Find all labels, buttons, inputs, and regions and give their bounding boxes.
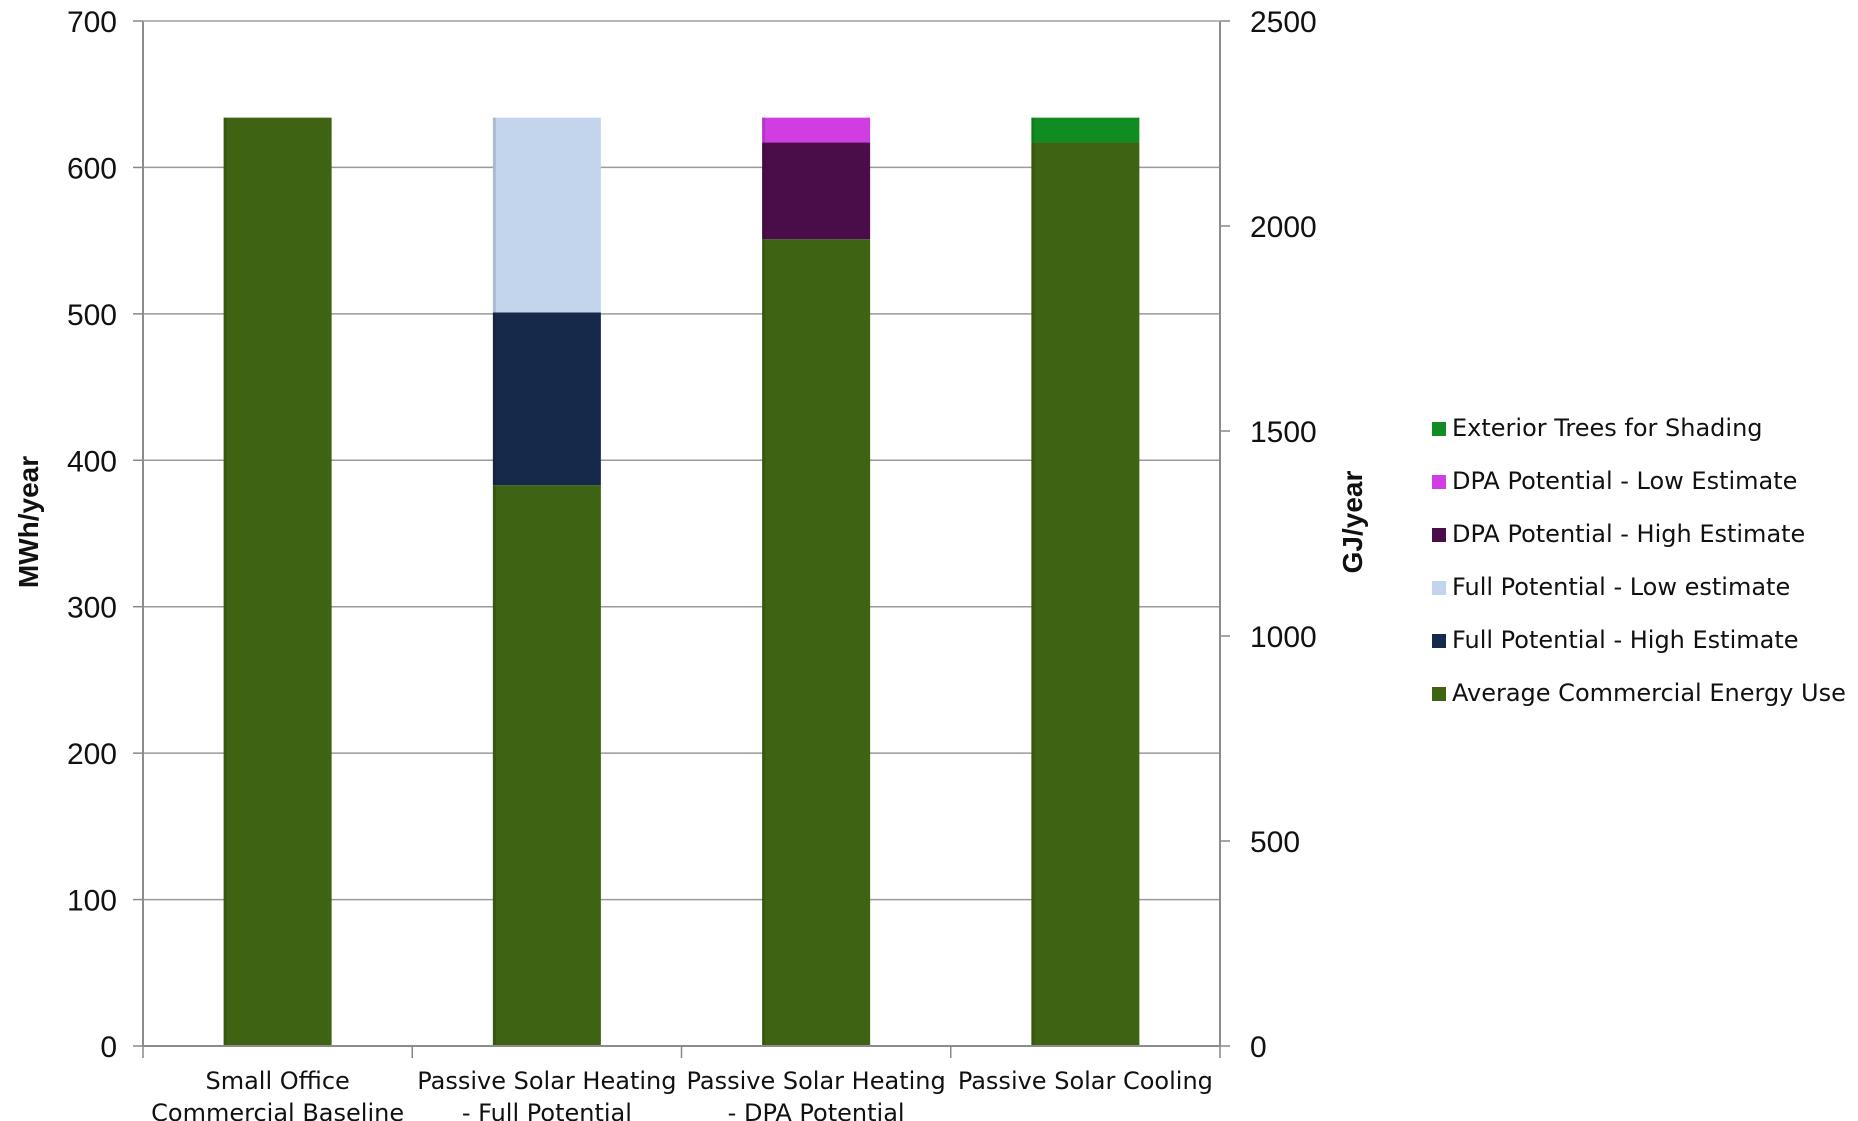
category-label: Passive Solar Heating <box>417 1067 676 1095</box>
left-tick-label: 200 <box>67 738 117 771</box>
bar-segment <box>762 142 871 240</box>
y2-axis-title: GJ/year <box>1337 471 1368 574</box>
left-tick-label: 500 <box>67 299 117 332</box>
axes <box>133 20 1230 1058</box>
right-tick-label: 2500 <box>1250 6 1317 39</box>
legend-label: Average Commercial Energy Use <box>1452 679 1846 707</box>
right-tick-label: 2000 <box>1250 211 1317 244</box>
right-tick-label: 500 <box>1250 826 1300 859</box>
bar-edge-shade <box>223 117 227 1046</box>
bar-segment <box>1031 142 1140 1047</box>
right-axis-ticks: 0 500 1000 1500 2000 2500 <box>1250 6 1317 1064</box>
left-tick-label: 0 <box>100 1031 117 1064</box>
legend-label: DPA Potential - High Estimate <box>1452 520 1805 548</box>
right-tick-label: 0 <box>1250 1031 1267 1064</box>
category-label: Small Office <box>205 1067 349 1095</box>
legend: Exterior Trees for Shading DPA Potential … <box>1432 414 1846 707</box>
bar-edge-shade <box>762 117 766 1046</box>
legend-swatch <box>1432 634 1446 648</box>
legend-swatch <box>1432 528 1446 542</box>
category-label: Passive Solar Heating <box>687 1067 946 1095</box>
bar-segment <box>1031 117 1140 143</box>
legend-label: Full Potential - Low estimate <box>1452 573 1790 601</box>
left-axis-ticks: 0 100 200 300 400 500 600 700 <box>67 6 117 1064</box>
legend-swatch <box>1432 581 1446 595</box>
bar-segment <box>762 117 871 143</box>
legend-swatch <box>1432 475 1446 489</box>
category-labels: Small Office Commercial Baseline Passive S… <box>151 1067 1213 1121</box>
bar-segment <box>492 312 601 486</box>
left-tick-label: 700 <box>67 6 117 39</box>
legend-label: Exterior Trees for Shading <box>1452 414 1763 442</box>
bar-edge-shade <box>1031 117 1035 1046</box>
category-label: - Full Potential <box>462 1099 632 1121</box>
left-tick-label: 400 <box>67 445 117 478</box>
legend-swatch <box>1432 422 1446 436</box>
right-tick-label: 1500 <box>1250 416 1317 449</box>
legend-label: DPA Potential - Low Estimate <box>1452 467 1797 495</box>
category-label: Passive Solar Cooling <box>958 1067 1213 1095</box>
bars <box>223 117 1140 1047</box>
legend-label: Full Potential - High Estimate <box>1452 626 1799 654</box>
bar-segment <box>223 117 332 1046</box>
category-label: Commercial Baseline <box>151 1099 404 1121</box>
bar-segment <box>762 239 871 1046</box>
bar-edge-shade <box>492 117 496 1046</box>
left-tick-label: 600 <box>67 152 117 185</box>
bar-segment <box>492 117 601 313</box>
left-tick-label: 100 <box>67 885 117 918</box>
left-tick-label: 300 <box>67 592 117 625</box>
category-label: - DPA Potential <box>728 1099 905 1121</box>
legend-swatch <box>1432 687 1446 701</box>
right-tick-label: 1000 <box>1250 621 1317 654</box>
y-axis-title: MWh/year <box>13 456 44 588</box>
bar-segment <box>492 485 601 1046</box>
